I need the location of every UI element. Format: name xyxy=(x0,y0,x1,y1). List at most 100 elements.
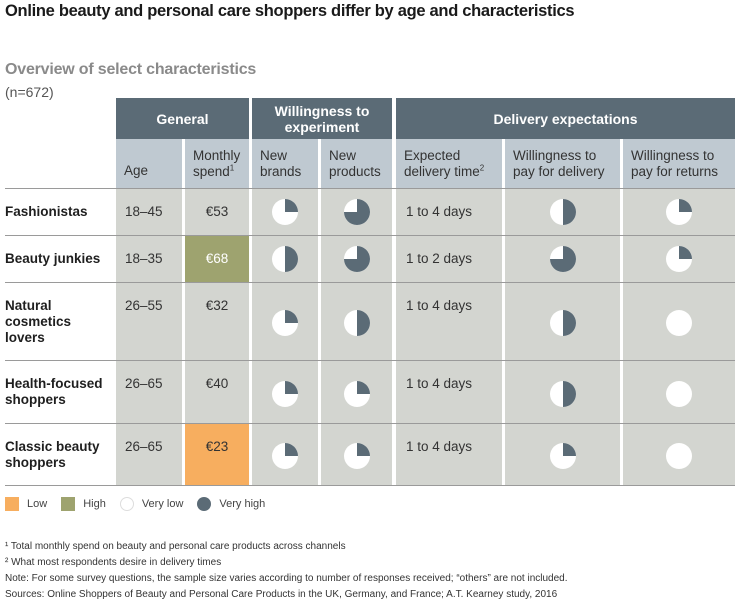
pie-new-products-fill xyxy=(356,310,370,336)
legend-circle-very-high xyxy=(197,497,212,511)
col-header-delivery-time-label: Expected delivery time xyxy=(404,148,480,179)
cell-delivery-time: 1 to 4 days xyxy=(406,203,473,219)
cell-age: 18–35 xyxy=(125,250,163,266)
col-header-new-brands: New brands xyxy=(252,139,318,188)
pie-pay-returns xyxy=(666,310,692,336)
chart-title: Online beauty and personal care shoppers… xyxy=(5,2,575,20)
spend-highlight-low xyxy=(185,424,249,485)
cell-delivery-time: 1 to 4 days xyxy=(406,376,473,391)
group-header-delivery: Delivery expectations xyxy=(396,98,735,139)
sample-size: (n=672) xyxy=(5,84,54,100)
legend-item-low: Low xyxy=(5,497,47,511)
pie-new-brands-fill xyxy=(285,245,298,272)
row-label: Fashionistas xyxy=(5,203,88,219)
col-bg-new-products xyxy=(321,188,392,485)
cell-monthly-spend: €68 xyxy=(205,250,229,266)
col-header-delivery-time: Expected delivery time2 xyxy=(396,139,502,188)
pie-pay-delivery xyxy=(549,310,576,336)
pie-new-products-fill xyxy=(343,198,370,225)
legend-label-high: High xyxy=(83,498,106,510)
row-label: Natural cosmetics lovers xyxy=(5,298,72,345)
pie-new-brands-fill xyxy=(285,310,298,323)
pie-new-brands xyxy=(272,245,298,272)
spend-highlight-high xyxy=(185,236,249,282)
pie-new-products-fill xyxy=(343,245,370,272)
chart-subtitle: Overview of select characteristics xyxy=(5,61,257,78)
footnote-1: ¹ Total monthly spend on beauty and pers… xyxy=(5,541,346,552)
pie-pay-returns xyxy=(666,443,692,469)
cell-delivery-time: 1 to 2 days xyxy=(406,250,473,266)
legend-swatch-low xyxy=(5,497,19,511)
pie-pay-delivery xyxy=(549,198,576,225)
legend-item-very-low: Very low xyxy=(119,497,184,511)
legend-item-high: High xyxy=(61,497,106,511)
row-divider xyxy=(5,282,735,283)
pie-pay-delivery-fill xyxy=(562,443,576,456)
pie-pay-returns-fill xyxy=(679,198,692,212)
legend-item-very-high: Very high xyxy=(197,497,265,511)
row-label: Classic beauty shoppers xyxy=(5,439,100,470)
cell-age: 26–65 xyxy=(125,376,163,391)
pie-pay-returns-base xyxy=(666,380,692,407)
cell-monthly-spend: €53 xyxy=(205,203,229,219)
pie-new-brands-fill xyxy=(285,380,298,394)
pie-pay-returns-base xyxy=(666,443,692,469)
col-header-spend-label: Monthly spend xyxy=(193,148,241,179)
footnote-note: Note: For some survey questions, the sam… xyxy=(5,573,568,584)
col-header-pay-delivery: Willingness to pay for delivery xyxy=(505,139,620,188)
footnote-marker-2: 2 xyxy=(479,163,485,173)
group-header-experiment: Willingness to experiment xyxy=(252,98,392,139)
cell-monthly-spend: €23 xyxy=(205,439,229,454)
pie-new-brands-fill xyxy=(285,198,298,212)
col-header-age: Age xyxy=(116,139,182,188)
pie-new-products-fill xyxy=(356,443,370,456)
cell-age: 18–45 xyxy=(125,203,163,219)
footnote-marker-1: 1 xyxy=(229,163,235,173)
row-divider xyxy=(5,360,735,361)
legend-label-very-low: Very low xyxy=(141,498,184,510)
group-header-general: General xyxy=(116,98,249,139)
row-divider xyxy=(5,423,735,424)
pie-new-products xyxy=(343,443,370,469)
cell-monthly-spend: €40 xyxy=(205,376,229,391)
pie-pay-delivery xyxy=(549,443,576,469)
pie-pay-delivery-fill xyxy=(562,310,576,336)
row-divider xyxy=(5,485,735,486)
row-label: Health-focused shoppers xyxy=(5,376,103,407)
row-divider xyxy=(5,188,735,189)
footnote-sources: Sources: Online Shoppers of Beauty and P… xyxy=(5,589,558,600)
cell-monthly-spend: €32 xyxy=(205,298,229,313)
pie-pay-delivery xyxy=(549,245,576,272)
col-bg-pay-delivery xyxy=(505,188,620,485)
col-header-pay-returns-label: Willingness to pay for returns xyxy=(631,148,719,179)
pie-pay-delivery-fill xyxy=(562,198,576,225)
col-header-new-brands-label: New brands xyxy=(260,148,302,179)
pie-pay-delivery-fill xyxy=(562,380,576,407)
pie-new-brands xyxy=(272,380,298,407)
pie-new-products xyxy=(343,310,370,336)
col-header-new-products-label: New products xyxy=(329,148,381,179)
footnote-2: ² What most respondents desire in delive… xyxy=(5,557,222,568)
pie-pay-returns xyxy=(666,198,692,225)
pie-pay-returns xyxy=(666,380,692,407)
pie-pay-delivery xyxy=(549,380,576,407)
row-divider xyxy=(5,235,735,236)
pie-new-products xyxy=(343,198,370,225)
col-header-pay-returns: Willingness to pay for returns xyxy=(623,139,735,188)
pie-new-products xyxy=(343,245,370,272)
row-label: Beauty junkies xyxy=(5,250,101,266)
legend: Low High Very low Very high xyxy=(5,497,279,511)
col-bg-delivery-time xyxy=(396,188,502,485)
pie-pay-returns xyxy=(666,245,692,272)
col-bg-pay-returns xyxy=(623,188,735,485)
pie-pay-returns-base xyxy=(666,310,692,336)
cell-delivery-time: 1 to 4 days xyxy=(406,298,473,313)
pie-pay-returns-fill xyxy=(679,245,692,259)
col-header-pay-delivery-label: Willingness to pay for delivery xyxy=(513,148,605,179)
col-header-spend: Monthly spend1 xyxy=(185,139,249,188)
pie-pay-delivery-fill xyxy=(549,245,576,272)
pie-new-brands-fill xyxy=(285,443,298,456)
pie-new-brands xyxy=(272,310,298,336)
legend-swatch-high xyxy=(61,497,76,511)
col-header-new-products: New products xyxy=(321,139,392,188)
